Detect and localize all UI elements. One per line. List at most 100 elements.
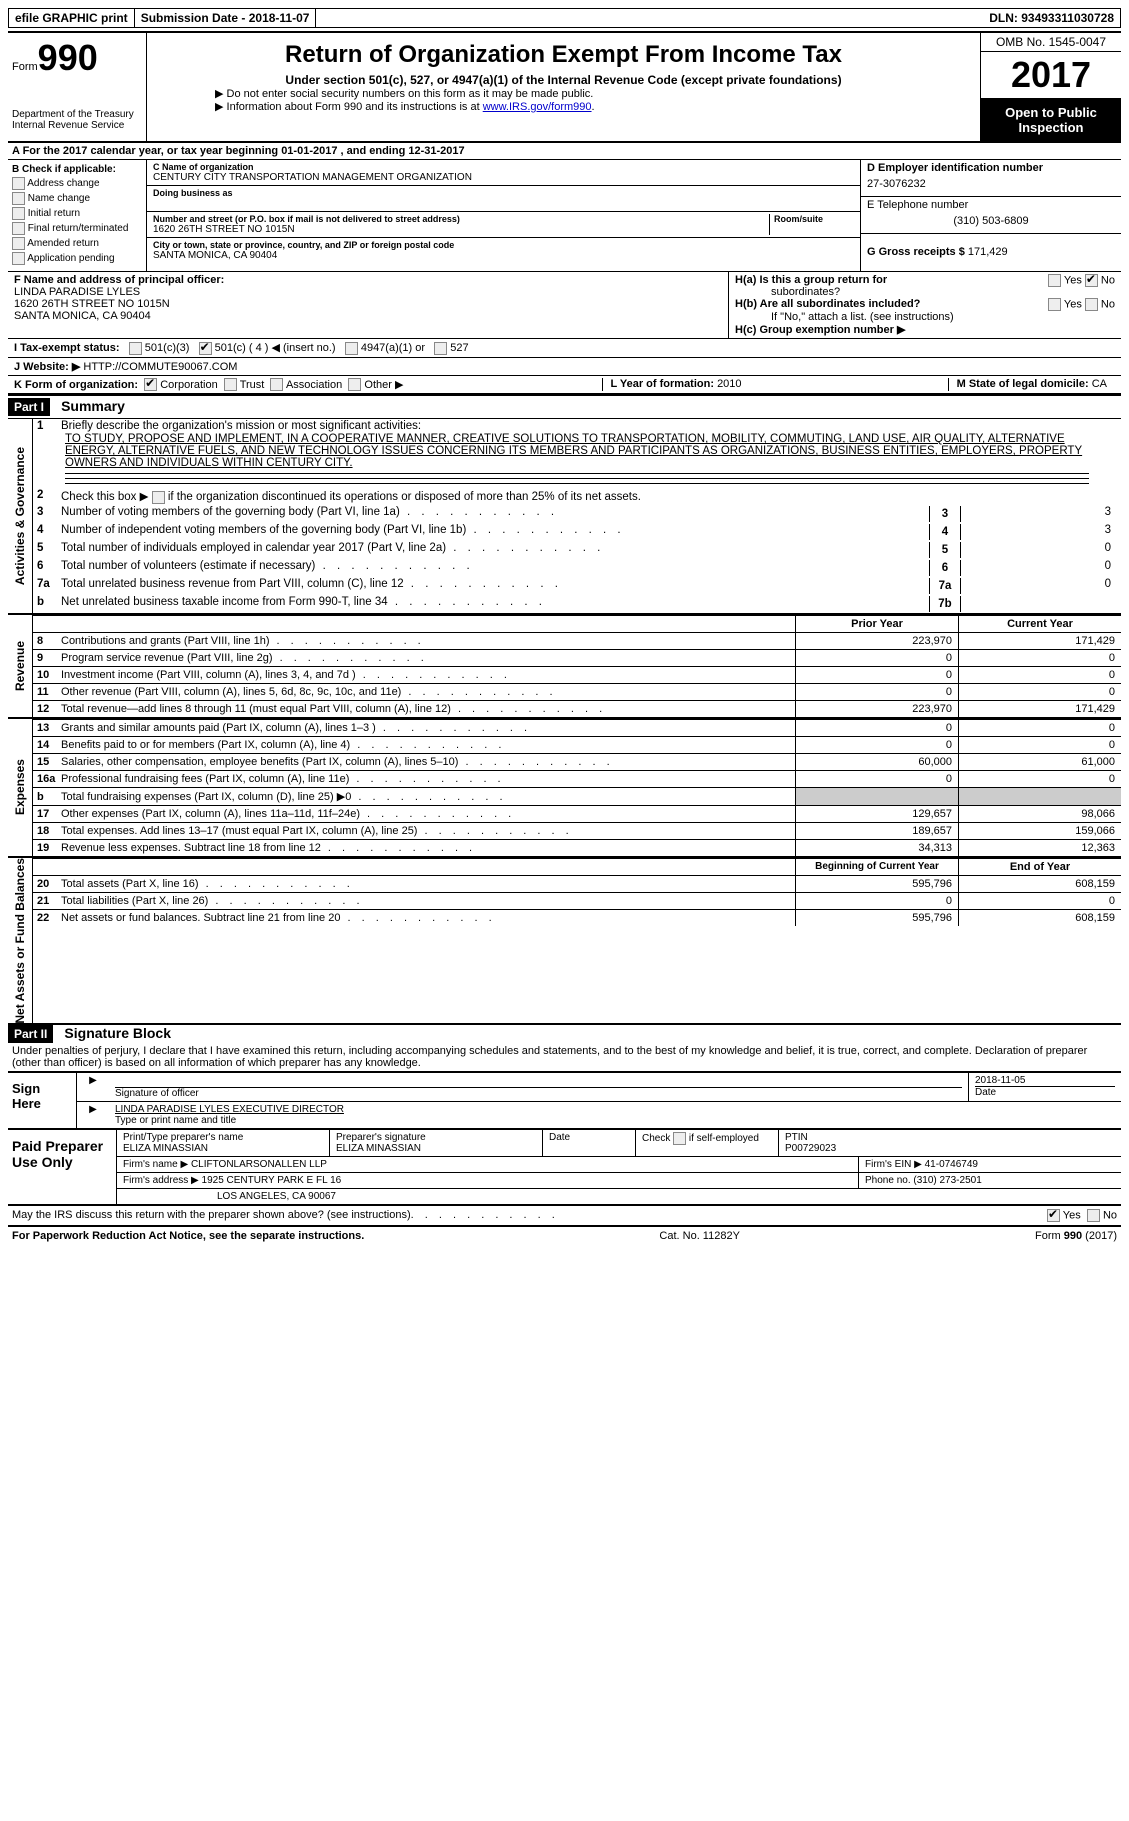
summary-line: bNet unrelated business taxable income f…: [33, 595, 1121, 613]
org-name: CENTURY CITY TRANSPORTATION MANAGEMENT O…: [153, 172, 854, 183]
check-group-yes[interactable]: [1048, 274, 1061, 287]
vtab-activities: Activities & Governance: [8, 419, 33, 612]
check-association[interactable]: [270, 378, 283, 391]
row-a-tax-year: A For the 2017 calendar year, or tax yea…: [8, 143, 1121, 160]
summary-line: 6Total number of volunteers (estimate if…: [33, 559, 1121, 577]
sign-here-label: Sign Here: [8, 1073, 76, 1128]
table-row: 14Benefits paid to or for members (Part …: [33, 736, 1121, 753]
table-row: 17Other expenses (Part IX, column (A), l…: [33, 805, 1121, 822]
submission-date: Submission Date - 2018-11-07: [135, 9, 317, 27]
box-b: B Check if applicable: Address change Na…: [8, 160, 147, 271]
header-left: Form990 Department of the Treasury Inter…: [8, 33, 147, 141]
address-cell: Number and street (or P.O. box if mail i…: [147, 212, 860, 238]
check-527[interactable]: [434, 342, 447, 355]
table-row: 9Program service revenue (Part VIII, lin…: [33, 649, 1121, 666]
table-row: 16aProfessional fundraising fees (Part I…: [33, 770, 1121, 787]
table-row: 13Grants and similar amounts paid (Part …: [33, 719, 1121, 736]
h-b: H(b) Are all subordinates included? Yes …: [735, 298, 1115, 311]
summary-line: 4Number of independent voting members of…: [33, 523, 1121, 541]
check-name-change[interactable]: Name change: [12, 192, 142, 205]
cat-number: Cat. No. 11282Y: [659, 1230, 740, 1242]
org-name-cell: C Name of organization CENTURY CITY TRAN…: [147, 160, 860, 186]
table-row: 8Contributions and grants (Part VIII, li…: [33, 632, 1121, 649]
irs-link[interactable]: www.IRS.gov/form990: [483, 101, 592, 113]
table-row: 15Salaries, other compensation, employee…: [33, 753, 1121, 770]
table-row: 22Net assets or fund balances. Subtract …: [33, 909, 1121, 926]
box-h: H(a) Is this a group return for subordin…: [728, 272, 1121, 338]
row-j: J Website: ▶ HTTP://COMMUTE90067.COM: [8, 358, 1121, 376]
check-sub-no[interactable]: [1085, 298, 1098, 311]
table-row: 11Other revenue (Part VIII, column (A), …: [33, 683, 1121, 700]
check-application-pending[interactable]: Application pending: [12, 252, 142, 265]
box-d: D Employer identification number 27-3076…: [860, 160, 1121, 271]
table-row: 19Revenue less expenses. Subtract line 1…: [33, 839, 1121, 856]
check-initial-return[interactable]: Initial return: [12, 207, 142, 220]
check-501c3[interactable]: [129, 342, 142, 355]
ptin-value: P00729023: [785, 1143, 1115, 1154]
expenses-section: Expenses 13Grants and similar amounts pa…: [8, 717, 1121, 856]
website-value: HTTP://COMMUTE90067.COM: [83, 361, 237, 373]
phone-value: (310) 503-6809: [867, 211, 1115, 231]
h-a: H(a) Is this a group return for subordin…: [735, 274, 1115, 298]
discuss-row: May the IRS discuss this return with the…: [8, 1206, 1121, 1227]
form-number: Form990: [12, 37, 142, 79]
balances-section: Net Assets or Fund Balances Beginning of…: [8, 856, 1121, 1026]
top-bar: efile GRAPHIC print Submission Date - 20…: [8, 8, 1121, 28]
check-501c[interactable]: [199, 342, 212, 355]
dln: DLN: 93493311030728: [983, 9, 1120, 27]
section-fh: F Name and address of principal officer:…: [8, 272, 1121, 339]
declaration: Under penalties of perjury, I declare th…: [8, 1043, 1121, 1072]
summary-line: 7aTotal unrelated business revenue from …: [33, 577, 1121, 595]
open-inspection: Open to Public Inspection: [981, 99, 1121, 141]
part1-header: Part I Summary: [8, 395, 1121, 419]
part2-header: Part II Signature Block: [8, 1025, 1121, 1043]
table-row: 20Total assets (Part X, line 16)595,7966…: [33, 875, 1121, 892]
balances-header: Beginning of Current Year End of Year: [33, 858, 1121, 875]
ein-cell: D Employer identification number 27-3076…: [861, 160, 1121, 197]
row-i: I Tax-exempt status: 501(c)(3) 501(c) ( …: [8, 339, 1121, 358]
summary-line: 3Number of voting members of the governi…: [33, 505, 1121, 523]
preparer-label: Paid Preparer Use Only: [8, 1130, 116, 1204]
vtab-expenses: Expenses: [8, 719, 33, 856]
sig-date: 2018-11-05: [975, 1075, 1115, 1086]
section-bcd: B Check if applicable: Address change Na…: [8, 160, 1121, 272]
form-header: Form990 Department of the Treasury Inter…: [8, 31, 1121, 143]
check-amended-return[interactable]: Amended return: [12, 237, 142, 250]
check-trust[interactable]: [224, 378, 237, 391]
table-row: 18Total expenses. Add lines 13–17 (must …: [33, 822, 1121, 839]
check-4947[interactable]: [345, 342, 358, 355]
efile-print[interactable]: efile GRAPHIC print: [9, 9, 135, 27]
gross-receipts: G Gross receipts $ 171,429: [861, 234, 1121, 260]
check-discuss-yes[interactable]: [1047, 1209, 1060, 1222]
check-discontinued[interactable]: [152, 491, 165, 504]
table-row: 12Total revenue—add lines 8 through 11 (…: [33, 700, 1121, 717]
dba-cell: Doing business as: [147, 186, 860, 212]
firm-name: CLIFTONLARSONALLEN LLP: [191, 1159, 327, 1170]
note2: ▶ Information about Form 990 and its ins…: [155, 100, 972, 113]
vtab-revenue: Revenue: [8, 615, 33, 717]
check-other[interactable]: [348, 378, 361, 391]
summary-line: 5Total number of individuals employed in…: [33, 541, 1121, 559]
check-corporation[interactable]: [144, 378, 157, 391]
officer-name: LINDA PARADISE LYLES: [14, 286, 722, 298]
check-sub-yes[interactable]: [1048, 298, 1061, 311]
check-address-change[interactable]: Address change: [12, 177, 142, 190]
row-k: K Form of organization: Corporation Trus…: [8, 376, 1121, 396]
check-self-employed[interactable]: [673, 1132, 686, 1145]
page-title: Return of Organization Exempt From Incom…: [155, 41, 972, 69]
subtitle: Under section 501(c), 527, or 4947(a)(1)…: [155, 73, 972, 87]
ein-value: 27-3076232: [867, 174, 1115, 194]
org-city: SANTA MONICA, CA 90404: [153, 250, 854, 261]
arrow-icon: ▶: [77, 1102, 109, 1128]
header-title: Return of Organization Exempt From Incom…: [147, 33, 980, 141]
table-row: 10Investment income (Part VIII, column (…: [33, 666, 1121, 683]
header-right: OMB No. 1545-0047 2017 Open to Public In…: [980, 33, 1121, 141]
box-b-title: B Check if applicable:: [12, 164, 142, 175]
check-final-return[interactable]: Final return/terminated: [12, 222, 142, 235]
arrow-icon: ▶: [77, 1073, 109, 1101]
check-discuss-no[interactable]: [1087, 1209, 1100, 1222]
revenue-header: Prior Year Current Year: [33, 615, 1121, 632]
preparer-name: ELIZA MINASSIAN: [123, 1143, 323, 1154]
check-group-no[interactable]: [1085, 274, 1098, 287]
box-f: F Name and address of principal officer:…: [8, 272, 728, 338]
